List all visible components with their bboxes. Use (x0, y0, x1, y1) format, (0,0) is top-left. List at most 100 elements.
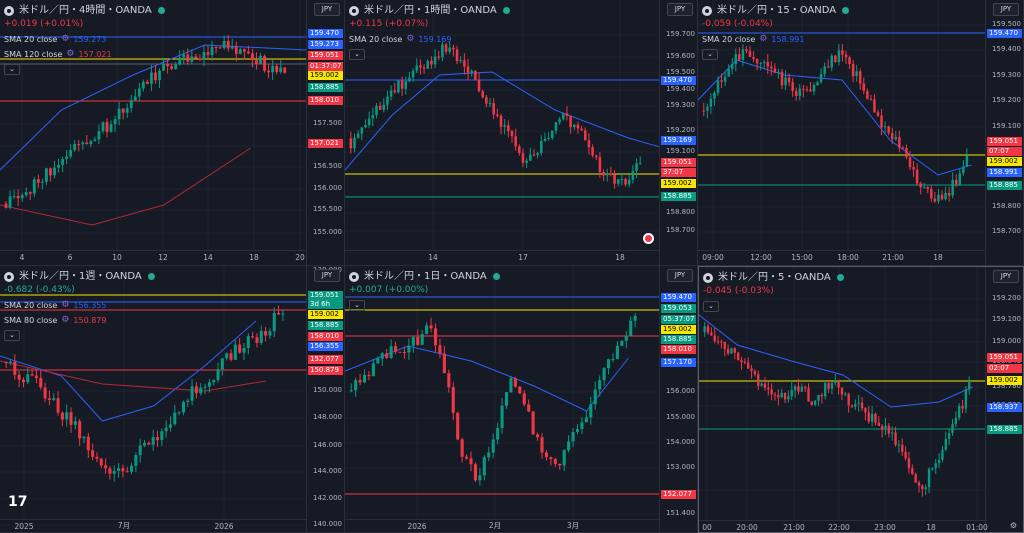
time-axis[interactable]: 2025 7月 2026 (0, 519, 307, 532)
candle-body (263, 55, 266, 71)
candle-body (386, 96, 389, 105)
candle-body (790, 389, 793, 397)
candle-body (941, 449, 944, 460)
candle-body (416, 337, 420, 345)
candle-body (452, 47, 455, 50)
chart-panel-4h[interactable]: 米ドル／円・4時間・OANDA +0.019 (+0.01%) SMA 20 clo… (0, 0, 345, 266)
time-axis[interactable]: 14 17 18 (345, 250, 660, 264)
plot-area[interactable] (698, 0, 986, 266)
candle-body (741, 49, 745, 60)
candle-body (864, 408, 867, 413)
candle-body (759, 62, 762, 64)
price-axis[interactable]: 159.700 159.600 159.500 159.400 159.300 159.2… (659, 0, 697, 265)
currency-button[interactable]: JPY (993, 270, 1019, 283)
candle-body (518, 146, 521, 154)
candle-body (931, 468, 934, 470)
currency-button[interactable]: JPY (993, 3, 1019, 16)
candle-body (433, 56, 437, 65)
currency-button[interactable]: JPY (314, 269, 340, 282)
price-axis-tick: 148.000 (313, 413, 342, 421)
chart-panel-1w[interactable]: 米ドル／円・1週・OANDA -0.682 (-0.43%) SMA 20 clos… (0, 266, 345, 533)
candle-body (880, 426, 884, 430)
candle-body (8, 361, 12, 363)
time-axis[interactable]: 2026 2月 3月 (345, 519, 660, 532)
price-axis-tick: 155.500 (313, 205, 342, 213)
time-axis-tick: 6 (67, 253, 73, 262)
candle-body (558, 119, 561, 123)
candle-body (777, 71, 780, 73)
candle-body (251, 53, 254, 61)
plot-area[interactable] (345, 266, 660, 533)
candle-body (723, 342, 726, 349)
chart-panel-15m[interactable]: 米ドル／円・15・OANDA -0.059 (-0.04%) SMA 20 clos… (698, 0, 1024, 266)
candle-body (536, 434, 540, 438)
candle-body (430, 60, 433, 65)
time-axis[interactable]: 00 20:00 21:00 22:00 23:00 18 01:00 (699, 520, 988, 532)
chart-settings-icon[interactable]: ⚙ (1009, 521, 1017, 530)
candle-body (433, 328, 438, 346)
plot-area[interactable] (0, 266, 307, 533)
candle-body (174, 64, 178, 70)
currency-button[interactable]: JPY (667, 269, 693, 282)
price-label: 159.051 (661, 158, 696, 167)
candle-body (840, 387, 844, 395)
chart-panel-1d[interactable]: 米ドル／円・1日・OANDA +0.007 (+0.00%) ⌄ 156.000 155… (345, 266, 698, 533)
candle-body (17, 374, 21, 380)
price-label: 159.002 (308, 71, 343, 80)
candle-body (767, 387, 770, 390)
candle-body (255, 337, 259, 343)
price-axis-tick: 158.800 (992, 202, 1021, 210)
candle-body (567, 441, 571, 451)
price-label: 156.355 (308, 342, 343, 351)
currency-button[interactable]: JPY (667, 3, 693, 16)
tradingview-logo-icon[interactable]: 17 (8, 494, 28, 510)
candle-body (547, 137, 550, 139)
plot-area[interactable] (699, 267, 987, 533)
candle-body (394, 346, 398, 352)
candle-body (901, 444, 904, 452)
candle-body (104, 465, 108, 469)
record-icon[interactable] (643, 233, 654, 244)
candle-body (954, 179, 958, 185)
price-label: 159.002 (987, 157, 1022, 166)
candle-body (897, 444, 901, 446)
candle-body (710, 332, 713, 336)
candle-body (780, 392, 783, 398)
candle-body (57, 164, 60, 168)
moving-average-line (345, 345, 629, 412)
chart-panel-1h[interactable]: 米ドル／円・1時間・OANDA +0.115 (+0.07%) SMA 20 clo… (345, 0, 698, 266)
candle-body (246, 51, 250, 54)
candle-body (380, 353, 384, 359)
chart-panel-5m[interactable]: 米ドル／円・5・OANDA -0.045 (-0.03%) ⌄ 159.200 159.… (698, 266, 1024, 533)
candle-body (962, 166, 965, 174)
price-axis[interactable]: 159.200159.100159.000158.840158.780158.7… (985, 267, 1023, 532)
candle-body (202, 52, 206, 60)
price-axis[interactable]: 159.500 159.400 159.300 159.200 159.100 158.8… (985, 0, 1023, 265)
candle-body (800, 386, 803, 392)
price-label: 159.002 (661, 179, 696, 188)
candle-body (419, 65, 422, 68)
plot-area[interactable] (0, 0, 307, 266)
candle-body (580, 128, 583, 131)
time-axis[interactable]: 4 6 10 12 14 18 20 (0, 250, 307, 264)
candle-body (130, 465, 134, 472)
currency-button[interactable]: JPY (314, 3, 340, 16)
candle-body (562, 450, 566, 466)
candle-body (451, 387, 455, 413)
candle-body (738, 54, 741, 60)
price-label: 159.051 (308, 291, 343, 300)
candle-body (908, 157, 912, 168)
candle-body (954, 417, 958, 425)
time-axis[interactable]: 09:00 12:00 15:00 18:00 21:00 18 (698, 250, 986, 264)
candle-body (147, 442, 151, 445)
candle-body (105, 122, 109, 132)
time-axis-tick: 2026 (407, 522, 427, 531)
candle-body (575, 429, 580, 432)
candle-body (867, 412, 870, 422)
candle-body (713, 92, 716, 99)
time-axis-tick: 20 (295, 253, 305, 262)
candle-body (234, 46, 238, 54)
plot-area[interactable] (345, 0, 660, 266)
candle-body (862, 83, 866, 91)
candle-body (36, 179, 40, 183)
